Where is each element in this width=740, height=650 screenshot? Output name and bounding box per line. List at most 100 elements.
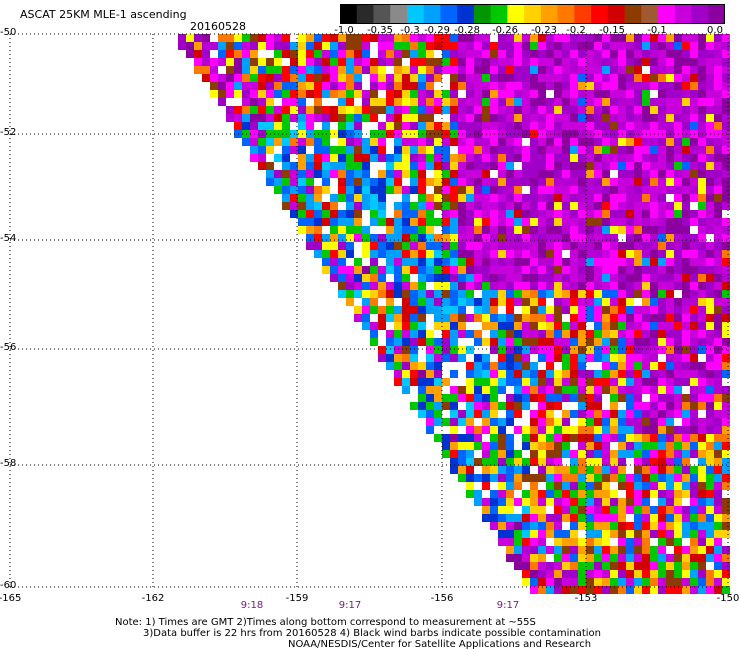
wind-cell (282, 202, 290, 210)
wind-cell (690, 578, 698, 586)
wind-cell (586, 290, 594, 298)
wind-cell (522, 474, 530, 482)
wind-cell (666, 154, 674, 162)
wind-cell (442, 234, 450, 242)
wind-cell (658, 34, 666, 42)
wind-cell (522, 498, 530, 506)
wind-cell (546, 466, 554, 474)
wind-cell (530, 90, 538, 98)
wind-cell (666, 346, 674, 354)
wind-cell (714, 170, 722, 178)
wind-cell (546, 290, 554, 298)
wind-cell (618, 442, 626, 450)
wind-cell (370, 122, 378, 130)
wind-cell (578, 346, 586, 354)
wind-cell (594, 226, 602, 234)
wind-cell (682, 74, 690, 82)
wind-cell (602, 186, 610, 194)
wind-cell (650, 282, 658, 290)
wind-cell (578, 338, 586, 346)
wind-cell (602, 258, 610, 266)
wind-cell (402, 218, 410, 226)
wind-cell (410, 394, 418, 402)
wind-cell (610, 394, 618, 402)
wind-cell (586, 418, 594, 426)
wind-cell (434, 434, 442, 442)
wind-cell (258, 154, 266, 162)
wind-cell (498, 258, 506, 266)
wind-cell (586, 34, 594, 42)
wind-cell (250, 138, 258, 146)
wind-cell (410, 378, 418, 386)
wind-cell (434, 402, 442, 410)
wind-cell (218, 74, 226, 82)
wind-cell (450, 402, 458, 410)
wind-cell (634, 106, 642, 114)
wind-cell (442, 346, 450, 354)
wind-cell (666, 314, 674, 322)
wind-cell (674, 418, 682, 426)
wind-cell (210, 42, 218, 50)
wind-cell (314, 74, 322, 82)
wind-cell (442, 146, 450, 154)
wind-cell (314, 82, 322, 90)
wind-cell (218, 42, 226, 50)
wind-cell (530, 154, 538, 162)
wind-cell (554, 570, 562, 578)
wind-cell (714, 354, 722, 362)
wind-cell (394, 58, 402, 66)
wind-cell (714, 346, 722, 354)
wind-cell (242, 74, 250, 82)
wind-cell (682, 410, 690, 418)
wind-cell (634, 442, 642, 450)
wind-cell (610, 466, 618, 474)
wind-cell (570, 234, 578, 242)
wind-cell (610, 410, 618, 418)
wind-cell (522, 202, 530, 210)
wind-cell (458, 258, 466, 266)
wind-cell (626, 34, 634, 42)
wind-cell (482, 58, 490, 66)
wind-cell (450, 154, 458, 162)
wind-cell (554, 370, 562, 378)
wind-cell (538, 514, 546, 522)
wind-cell (594, 58, 602, 66)
wind-cell (586, 114, 594, 122)
wind-cell (266, 170, 274, 178)
wind-cell (722, 306, 730, 314)
wind-cell (618, 354, 626, 362)
wind-cell (610, 546, 618, 554)
wind-cell (322, 258, 330, 266)
wind-cell (282, 66, 290, 74)
wind-cell (690, 490, 698, 498)
wind-cell (458, 306, 466, 314)
wind-cell (482, 466, 490, 474)
wind-cell (290, 194, 298, 202)
wind-cell (378, 154, 386, 162)
wind-cell (714, 410, 722, 418)
wind-cell (554, 162, 562, 170)
wind-cell (498, 194, 506, 202)
wind-cell (370, 274, 378, 282)
wind-cell (474, 394, 482, 402)
wind-cell (290, 170, 298, 178)
wind-cell (266, 34, 274, 42)
wind-cell (706, 194, 714, 202)
wind-cell (354, 282, 362, 290)
wind-cell (418, 378, 426, 386)
wind-cell (554, 258, 562, 266)
wind-cell (522, 298, 530, 306)
wind-cell (530, 426, 538, 434)
wind-cell (354, 234, 362, 242)
wind-cell (442, 154, 450, 162)
wind-cell (530, 466, 538, 474)
wind-cell (722, 498, 730, 506)
wind-cell (610, 242, 618, 250)
wind-cell (562, 82, 570, 90)
wind-cell (690, 426, 698, 434)
wind-cell (298, 90, 306, 98)
wind-cell (242, 82, 250, 90)
wind-cell (626, 362, 634, 370)
wind-cell (442, 274, 450, 282)
wind-cell (714, 266, 722, 274)
